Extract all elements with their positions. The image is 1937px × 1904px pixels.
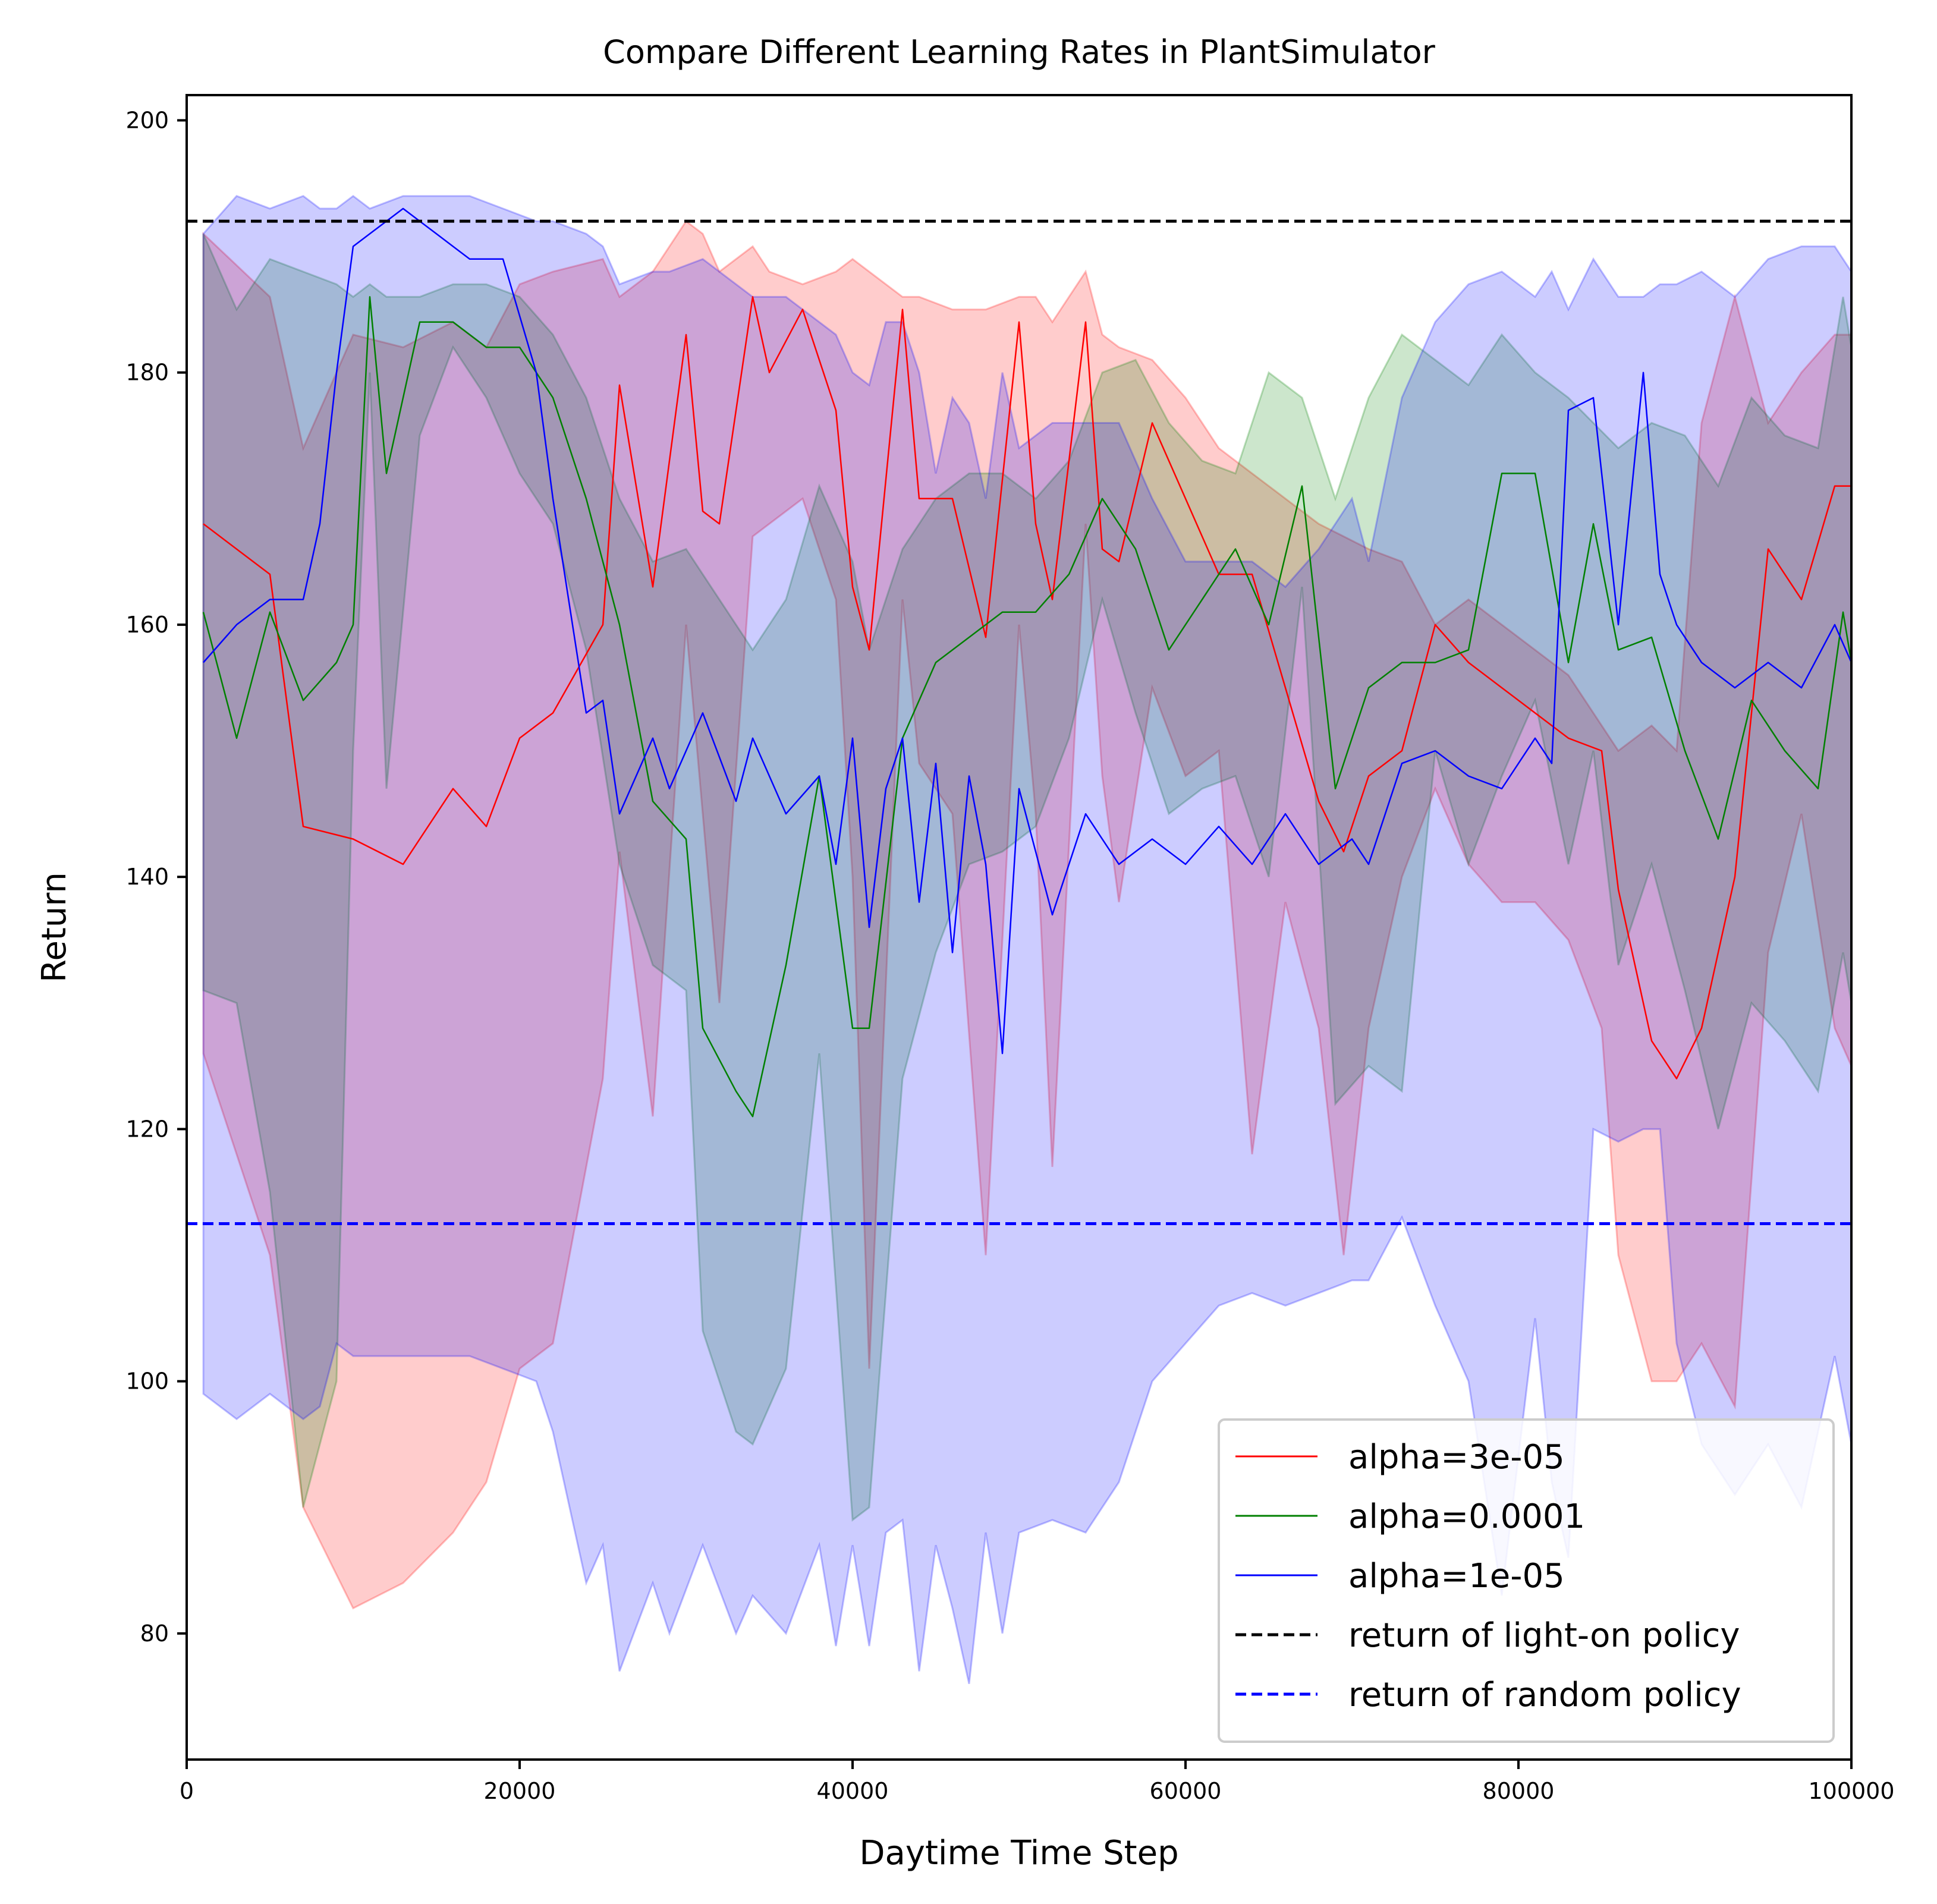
series-line-alpha-0-0001	[202, 296, 1853, 1118]
x-tick-label: 60000	[1150, 1778, 1222, 1804]
legend-box	[1218, 1418, 1835, 1743]
y-tick-label: 200	[125, 107, 169, 133]
series-lines	[187, 207, 1853, 1225]
legend-label-alpha-3e-05: alpha=3e-05	[1348, 1438, 1565, 1477]
x-tick-label: 40000	[817, 1778, 889, 1804]
series-line-alpha-1e-05	[203, 207, 1853, 1055]
series-line-alpha-3e-05	[203, 296, 1851, 1080]
x-tick-label: 80000	[1483, 1778, 1555, 1804]
y-tick-label: 80	[140, 1620, 169, 1647]
x-tick-label: 0	[180, 1778, 194, 1804]
x-tick-label: 100000	[1808, 1778, 1894, 1804]
legend: alpha=3e-05 alpha=0.0001 alpha=1e-05 return…	[1218, 1418, 1835, 1743]
y-tick-label: 100	[125, 1368, 169, 1395]
legend-label-return-of-light-on-policy: return of light-on policy	[1348, 1616, 1740, 1655]
y-tick-label: 140	[125, 864, 169, 890]
y-axis-label: Return	[35, 872, 74, 983]
x-axis-label: Daytime Time Step	[859, 1834, 1178, 1872]
x-tick-label: 20000	[484, 1778, 556, 1804]
legend-label-return-of-random-policy: return of random policy	[1348, 1676, 1741, 1714]
confidence-bands	[202, 194, 1853, 1685]
y-tick-label: 160	[125, 612, 169, 638]
legend-label-alpha-1e-05: alpha=1e-05	[1348, 1557, 1565, 1595]
plot-frame	[185, 94, 1853, 1761]
axes: 0 20000 40000 60000 80000 100000 80 100 120 140 16…	[125, 107, 1894, 1804]
y-tick-label: 180	[125, 360, 169, 386]
y-tick-label: 120	[125, 1116, 169, 1142]
legend-label-alpha-0-0001: alpha=0.0001	[1348, 1497, 1585, 1536]
chart-title: Compare Different Learning Rates in Plan…	[603, 33, 1436, 71]
